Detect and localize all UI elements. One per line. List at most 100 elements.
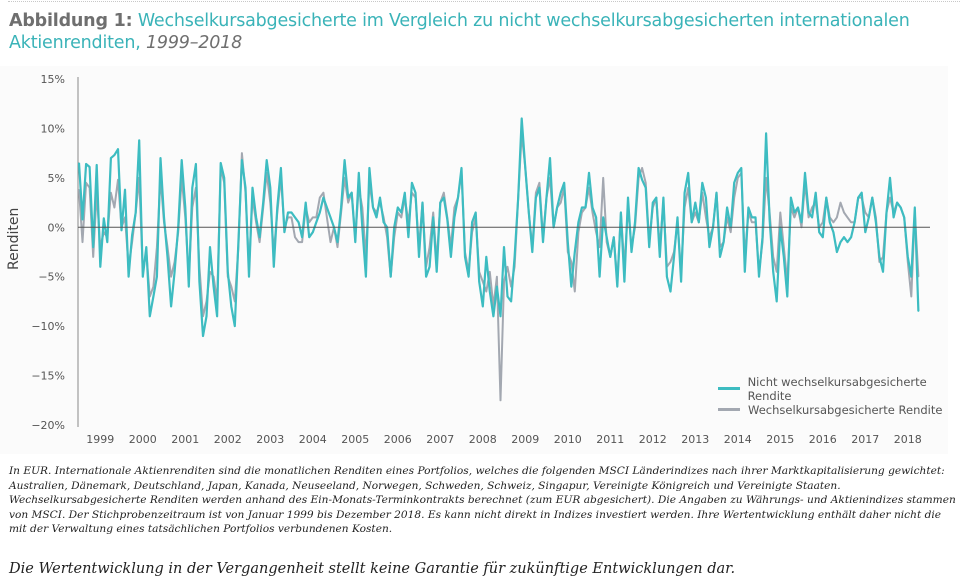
unhedged-data-point xyxy=(294,216,296,218)
disclaimer: Die Wertentwicklung in der Vergangenheit… xyxy=(9,561,736,577)
unhedged-data-point xyxy=(843,236,845,238)
unhedged-data-point xyxy=(191,187,193,189)
unhedged-data-point xyxy=(797,206,799,209)
unhedged-data-point xyxy=(846,241,849,243)
unhedged-data-point xyxy=(815,192,817,194)
legend-swatch-hedged xyxy=(718,408,740,411)
hedged-data-point xyxy=(538,182,541,184)
unhedged-data-point xyxy=(599,276,601,278)
hedged-data-point xyxy=(485,290,487,293)
hedged-data-point xyxy=(81,241,84,243)
unhedged-data-point xyxy=(375,216,378,218)
legend-label-hedged: Wechselkursabgesicherte Rendite xyxy=(748,402,943,417)
unhedged-data-point xyxy=(453,216,455,218)
unhedged-data-point xyxy=(549,157,551,159)
unhedged-data-point xyxy=(255,216,257,218)
unhedged-data-point xyxy=(864,231,866,233)
unhedged-data-point xyxy=(560,192,562,194)
unhedged-data-point xyxy=(128,276,130,278)
unhedged-data-point xyxy=(418,256,420,258)
unhedged-data-point xyxy=(684,192,686,194)
hedged-data-point xyxy=(429,246,431,248)
hedged-data-point xyxy=(432,211,434,214)
unhedged-data-point xyxy=(765,132,767,134)
hedged-data-point xyxy=(737,177,739,179)
unhedged-data-point xyxy=(499,315,502,317)
unhedged-data-point xyxy=(570,286,572,288)
unhedged-data-point xyxy=(528,211,530,214)
hedged-data-point xyxy=(751,221,753,223)
unhedged-data-point xyxy=(878,256,881,258)
hedged-data-point xyxy=(489,271,491,273)
hedged-data-point xyxy=(319,197,321,199)
unhedged-data-point xyxy=(230,305,232,307)
hedged-data-point xyxy=(453,206,455,209)
footnote: In EUR. Internationale Aktienrenditen si… xyxy=(9,465,956,536)
unhedged-data-point xyxy=(832,231,835,233)
unhedged-data-point xyxy=(914,206,916,209)
hedged-data-point xyxy=(298,241,300,243)
hedged-data-point xyxy=(294,236,296,238)
x-tick-label: 1999 xyxy=(86,433,114,446)
unhedged-data-point xyxy=(588,172,590,174)
x-tick-label: 2010 xyxy=(554,433,582,446)
unhedged-data-point xyxy=(634,221,636,223)
unhedged-data-point xyxy=(103,217,105,219)
x-tick-label: 2013 xyxy=(681,433,709,446)
legend-label-unhedged: Nicht wechselkursabgesicherte Rendite xyxy=(747,374,927,403)
unhedged-data-point xyxy=(510,300,512,302)
unhedged-data-point xyxy=(708,246,711,248)
unhedged-data-point xyxy=(99,266,101,268)
unhedged-data-point xyxy=(273,266,275,268)
hedged-data-point xyxy=(570,261,572,263)
unhedged-data-point xyxy=(283,231,285,233)
hedged-data-point xyxy=(560,202,562,204)
hedged-data-point xyxy=(503,281,505,283)
hedged-data-point xyxy=(776,271,778,273)
unhedged-data-point xyxy=(269,187,271,189)
legend-item-unhedged: Nicht wechselkursabgesicherte Rendite xyxy=(718,375,970,403)
unhedged-data-point xyxy=(613,236,615,238)
unhedged-data-point xyxy=(411,182,413,184)
unhedged-data-point xyxy=(694,202,696,204)
unhedged-data-point xyxy=(315,221,317,223)
unhedged-data-point xyxy=(669,290,672,293)
unhedged-data-point xyxy=(489,290,491,293)
unhedged-data-point xyxy=(652,202,654,204)
unhedged-data-point xyxy=(85,163,87,165)
unhedged-data-point xyxy=(425,276,427,278)
y-axis-ticks: 15% 10% 5% 0% −5% −10% −15% −20% xyxy=(31,73,65,432)
hedged-data-point xyxy=(641,167,643,169)
unhedged-data-point xyxy=(432,216,434,218)
unhedged-data-point xyxy=(698,221,700,223)
x-tick-label: 2011 xyxy=(596,433,624,446)
unhedged-data-point xyxy=(262,202,264,204)
unhedged-data-point xyxy=(237,241,239,243)
unhedged-data-point xyxy=(563,182,565,184)
hedged-data-point xyxy=(336,246,339,248)
unhedged-data-point xyxy=(308,236,310,238)
unhedged-data-point xyxy=(188,286,190,288)
series-line-unhedged xyxy=(77,117,920,338)
y-tick-label: 5% xyxy=(48,172,65,185)
hedged-data-point xyxy=(730,231,732,233)
unhedged-data-point xyxy=(606,236,608,238)
unhedged-data-point xyxy=(138,139,140,141)
unhedged-data-point xyxy=(96,164,98,166)
hedged-data-point xyxy=(301,241,303,243)
hedged-data-point xyxy=(846,216,849,218)
unhedged-data-point xyxy=(868,216,870,218)
unhedged-data-point xyxy=(903,216,905,218)
hedged-data-point xyxy=(832,221,835,223)
unhedged-data-point xyxy=(485,256,487,258)
unhedged-data-point xyxy=(195,163,197,165)
unhedged-data-point xyxy=(170,305,172,307)
unhedged-data-point xyxy=(365,276,367,278)
unhedged-data-point xyxy=(89,166,91,168)
hedged-data-point xyxy=(347,202,349,204)
unhedged-data-point xyxy=(715,192,718,194)
unhedged-data-point xyxy=(329,216,332,218)
unhedged-data-point xyxy=(266,159,268,161)
unhedged-data-point xyxy=(535,197,537,199)
unhedged-data-point xyxy=(659,256,661,258)
